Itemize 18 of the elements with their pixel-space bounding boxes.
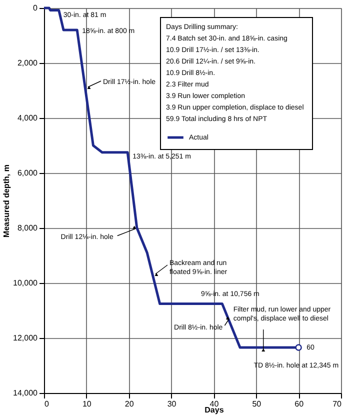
x-tick-label: 70 (332, 400, 342, 408)
x-tick-label: 0 (44, 400, 50, 408)
y-tick-label: 12,000 (13, 334, 38, 342)
y-tick-label: 4,000 (17, 114, 38, 122)
x-tick-label: 20 (124, 400, 134, 408)
x-tick-label: 30 (167, 400, 177, 408)
x-axis-title: Days (204, 406, 224, 414)
y-tick-label: 6,000 (17, 168, 38, 178)
y-tick-label: 8,000 (17, 224, 38, 232)
x-tick-label: 40 (210, 400, 220, 408)
x-tick-label: 50 (252, 400, 262, 408)
y-tick-label: 0 (33, 4, 38, 12)
y-tick-label: 2,000 (17, 58, 38, 68)
x-tick-label: 10 (82, 400, 92, 408)
x-tick-label: 60 (294, 400, 304, 408)
y-axis-title: Measured depth, m (2, 164, 12, 238)
y-tick-label: 10,000 (13, 278, 38, 288)
y-tick-label: 14,000 (13, 388, 38, 398)
